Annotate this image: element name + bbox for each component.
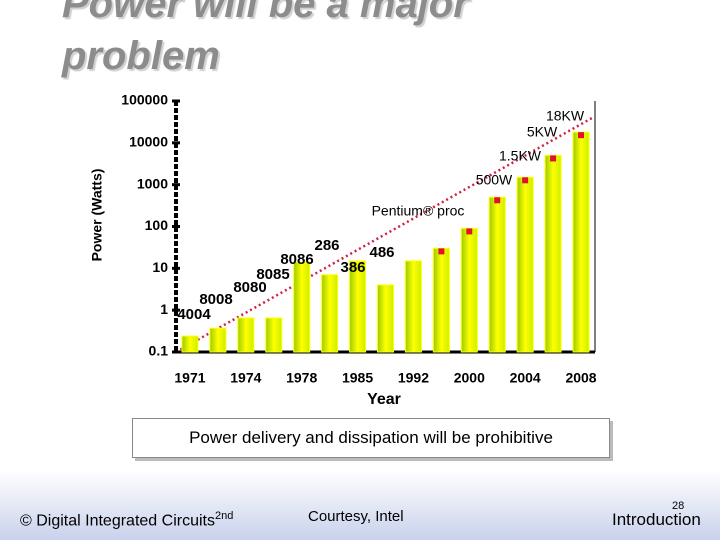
annotation: 8086: [280, 251, 313, 268]
annotation: 5KW: [527, 124, 558, 140]
footer-sup: 2nd: [214, 510, 234, 522]
bar-marker: [522, 177, 529, 184]
y-tick-label: 10: [152, 259, 168, 275]
annotation: 4004: [177, 306, 211, 323]
annotation: 1.5KW: [499, 148, 542, 164]
bar: [572, 131, 590, 353]
y-tick-label: 100000: [121, 92, 168, 108]
annotation: 486: [369, 244, 394, 261]
callout: Power delivery and dissipation will be p…: [132, 418, 610, 458]
slide-title: Power will be a major problem: [62, 0, 469, 78]
footer-center: Courtesy, Intel: [308, 508, 404, 525]
footer-right: Introduction: [612, 510, 701, 529]
x-tick-label: 2000: [454, 370, 485, 386]
x-tick-label: 2008: [565, 370, 596, 386]
annotation: 8008: [199, 291, 232, 308]
bar: [516, 176, 534, 353]
annotation: 8080: [233, 279, 266, 296]
bar-marker: [578, 132, 585, 139]
bar: [460, 227, 478, 353]
bar: [377, 284, 394, 353]
x-axis-label: Year: [367, 391, 401, 408]
bar: [404, 260, 422, 353]
bar-marker: [438, 248, 445, 255]
bar: [432, 247, 450, 353]
x-tick-label: 1992: [398, 370, 429, 386]
y-axis-label: Power (Watts): [89, 169, 105, 262]
bar: [209, 327, 227, 353]
annotation: Pentium® proc: [372, 203, 465, 219]
bar-marker: [550, 155, 557, 162]
bar: [181, 335, 199, 353]
annotation: 8085: [256, 266, 289, 283]
footer-left: © Digital Integrated Circuits2nd: [20, 510, 233, 530]
x-tick-label: 2004: [510, 370, 541, 386]
bar-marker: [494, 197, 501, 204]
bar: [321, 274, 339, 353]
y-tick-label: 10000: [129, 134, 168, 150]
annotation: 500W: [476, 172, 513, 188]
annotation: 18KW: [546, 108, 585, 124]
bar: [237, 317, 255, 353]
y-tick-label: 0.1: [149, 343, 169, 359]
bar: [544, 154, 562, 353]
bar: [265, 317, 283, 353]
y-tick-label: 1: [160, 301, 168, 317]
x-tick-label: 1985: [342, 370, 373, 386]
x-tick-label: 1971: [174, 370, 205, 386]
footer: © Digital Integrated Circuits2nd Courtes…: [0, 470, 720, 540]
annotation: 286: [314, 237, 339, 254]
y-tick-label: 100: [145, 217, 169, 233]
bar: [488, 196, 506, 353]
bar-marker: [466, 228, 473, 235]
y-tick-label: 1000: [137, 175, 168, 191]
chart: Power (Watts) Year 0.1 1 10 100 1000 10000 100…: [89, 92, 597, 409]
bar: [349, 260, 367, 353]
bar: [293, 261, 311, 353]
footer-left-text: © Digital Integrated Circuits: [20, 512, 215, 530]
page-number: 28: [672, 500, 685, 512]
x-tick-label: 1974: [230, 370, 261, 386]
annotation: 386: [340, 259, 365, 276]
x-tick-label: 1978: [286, 370, 317, 386]
